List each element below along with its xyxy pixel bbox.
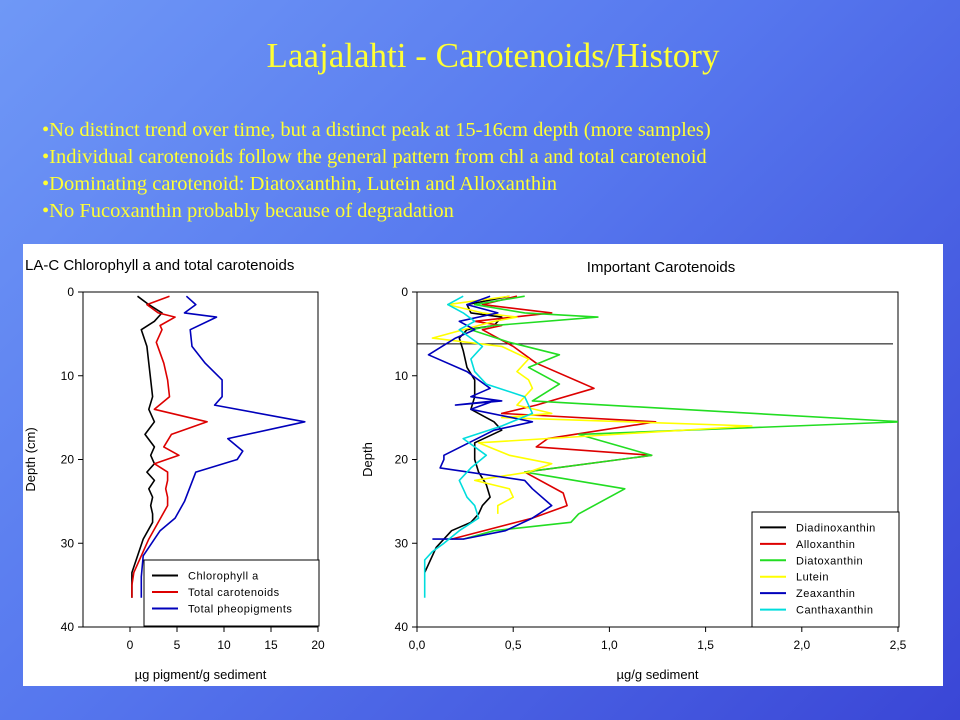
series-line-lutein [431,295,753,514]
y-tick-label: 0 [67,285,74,299]
x-tick-label: 15 [264,638,278,652]
series-line-total-carotenoids [131,295,208,598]
y-tick-label: 40 [61,620,75,634]
bullet-item: •Dominating carotenoid: Diatoxanthin, Lu… [42,173,558,195]
legend-label: Total carotenoids [188,587,280,599]
legend-label: Alloxanthin [796,539,855,551]
x-tick-label: 0,0 [409,638,426,652]
charts-canvas: LA-C Chlorophyll a and total carotenoids… [23,257,907,682]
y-tick-label: 40 [395,620,409,634]
x-tick-label: 20 [311,638,325,652]
bullet-item: •Individual carotenoids follow the gener… [42,146,707,168]
y-tick-label: 20 [395,453,409,467]
series-line-zeaxanthin [427,295,553,540]
x-tick-label: 5 [174,638,181,652]
series-line-alloxanthin [451,295,657,540]
y-tick-label: 20 [61,453,75,467]
y-tick-label: 10 [61,369,75,383]
legend-label: Lutein [796,572,829,584]
x-tick-label: 1,0 [601,638,618,652]
legend-label: Chlorophyll a [188,571,259,583]
legend-box [751,511,900,628]
x-tick-label: 2,5 [890,638,907,652]
x-tick-label: 0 [127,638,134,652]
bullet-item: •No distinct trend over time, but a dist… [42,119,711,141]
x-axis-label: µg pigment/g sediment [135,667,267,682]
charts-panel: LA-C Chlorophyll a and total carotenoids… [23,244,943,686]
legend-label: Zeaxanthin [796,588,855,600]
legend-label: Diatoxanthin [796,555,863,567]
series-line-diatoxanthin [462,295,898,540]
bullet-list: •No distinct trend over time, but a dist… [42,117,711,225]
legend-label: Total pheopigments [188,604,292,616]
x-tick-label: 0,5 [505,638,522,652]
y-tick-label: 30 [61,536,75,550]
y-tick-label: 30 [395,536,409,550]
bullet-item: •No Fucoxanthin probably because of degr… [42,200,454,222]
y-axis-label: Depth (cm) [23,427,38,491]
series-line-canthaxanthin [423,295,534,598]
slide-title: Laajalahti - Carotenoids/History [266,36,720,75]
y-axis-label: Depth [360,442,375,477]
x-tick-label: 1,5 [697,638,714,652]
series-line-chlorophyll-a [131,295,163,598]
legend-label: Diadinoxanthin [796,522,876,534]
chart-title: LA-C Chlorophyll a and total carotenoids [25,257,294,274]
x-tick-label: 2,0 [793,638,810,652]
y-tick-label: 10 [395,369,409,383]
chart-title: Important Carotenoids [587,259,735,276]
y-tick-label: 0 [401,285,408,299]
x-axis-label: µg/g sediment [617,667,699,682]
x-tick-label: 10 [217,638,231,652]
series-line-total-pheopigments [140,295,306,598]
legend-label: Canthaxanthin [796,605,873,617]
